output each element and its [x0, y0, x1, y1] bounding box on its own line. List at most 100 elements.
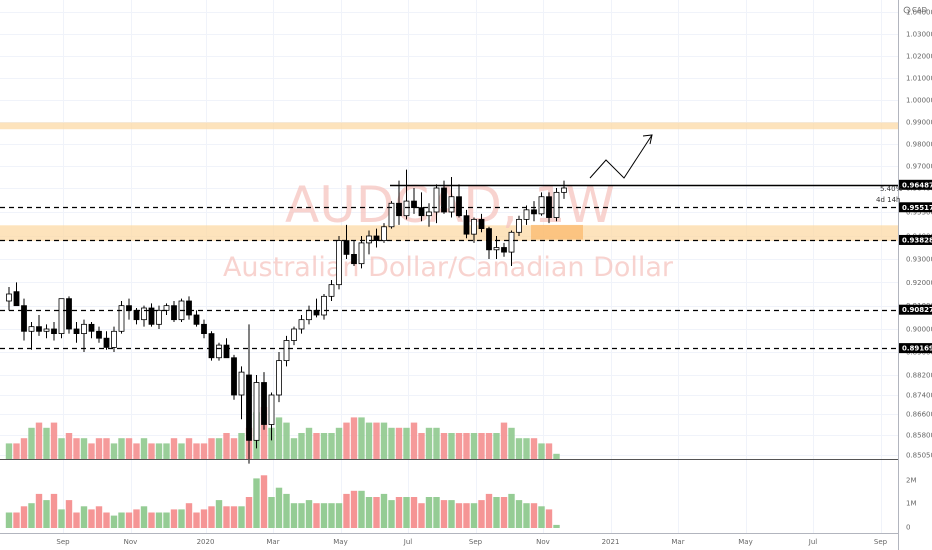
- candle-body: [298, 319, 305, 330]
- volume-bar: [28, 503, 35, 528]
- candle: [111, 326, 117, 352]
- volume-bar: [283, 493, 290, 528]
- price-tag-text: 0.95517: [902, 204, 932, 212]
- volume-bar: [425, 427, 433, 459]
- candle: [508, 230, 515, 266]
- candle-body: [426, 211, 432, 217]
- candle-body: [36, 326, 42, 332]
- candle: [516, 215, 522, 236]
- change-percent-label: 5.40%: [880, 185, 903, 193]
- volume-bar: [95, 506, 103, 528]
- candle: [351, 240, 357, 266]
- volume-bar: [208, 438, 215, 459]
- volume-bar: [118, 438, 125, 459]
- price-tag: 0.89169: [899, 343, 932, 354]
- volume-bar: [103, 512, 110, 528]
- candle: [373, 228, 380, 248]
- volume-bar: [515, 500, 523, 528]
- price-tick-label: 1.01000: [906, 75, 932, 83]
- volume-bar: [43, 500, 50, 528]
- volume-bar: [395, 497, 403, 528]
- candle-body: [411, 200, 417, 209]
- candle-body: [163, 305, 170, 311]
- volume-bar: [238, 433, 245, 459]
- volume-bar: [493, 497, 500, 528]
- volume-bar: [313, 433, 320, 459]
- time-axis[interactable]: Sep Nov 2020 Mar May Jul Sep Nov 2021 Mar May Jul Se…: [56, 538, 887, 546]
- price-tag-text: 0.96487: [902, 181, 932, 189]
- time-tick-label: Mar: [671, 538, 684, 546]
- volume-bar: [155, 512, 163, 528]
- candle-body: [373, 235, 380, 241]
- volume-bar: [425, 497, 433, 528]
- volume-bar: [88, 443, 95, 459]
- currency-label: CAD: [912, 6, 927, 14]
- candle-body: [388, 202, 395, 228]
- candle: [253, 375, 260, 449]
- price-tick-label: 1.03000: [906, 31, 932, 39]
- candle: [171, 301, 177, 322]
- volume-bar: [275, 487, 283, 528]
- candle: [388, 201, 395, 229]
- volume-bar: [140, 438, 148, 459]
- candle: [6, 287, 12, 311]
- volume-bar: [185, 503, 193, 528]
- volume-bar: [245, 497, 253, 528]
- volume-bar: [553, 453, 560, 459]
- volume-bar: [268, 497, 275, 528]
- candle-body: [133, 309, 140, 321]
- candle: [103, 331, 110, 350]
- chart-annotations: 5.40% 4d 14h: [876, 185, 903, 204]
- candle-body: [73, 328, 80, 334]
- candle: [141, 305, 147, 327]
- time-tick-label: Sep: [56, 538, 70, 546]
- projection-arrow: [589, 134, 653, 179]
- candle-body: [238, 371, 245, 396]
- candle: [486, 226, 492, 259]
- volume-bar: [448, 433, 455, 459]
- volume-bar: [43, 427, 50, 459]
- volume-bar: [283, 422, 290, 459]
- candle-body: [43, 328, 50, 332]
- volume-bar: [73, 512, 80, 528]
- volume-bar: [230, 438, 238, 459]
- volume-bar: [5, 443, 13, 459]
- candle-body: [193, 314, 200, 325]
- volume-bar: [133, 509, 140, 528]
- volume-bar: [230, 506, 238, 528]
- volume-bar: [515, 438, 523, 459]
- candle: [28, 322, 35, 350]
- candle-body: [103, 337, 110, 348]
- volume-bar: [545, 443, 553, 459]
- volume-bar: [448, 500, 455, 528]
- candle-body: [51, 328, 57, 334]
- price-axis-background: [898, 0, 932, 550]
- candle-body: [283, 340, 290, 362]
- volume-bar: [380, 493, 388, 528]
- volume-bar: [178, 443, 185, 459]
- volume-bar: [178, 509, 185, 528]
- candle-body: [441, 187, 447, 213]
- volume-bar: [118, 512, 125, 528]
- price-tag: 0.95517: [899, 202, 932, 213]
- currency-text: CAD: [912, 6, 927, 14]
- candle: [58, 298, 65, 339]
- volume-bar: [365, 497, 373, 528]
- volume-bar: [170, 438, 178, 459]
- volume-bar: [290, 503, 298, 528]
- volume-bar: [500, 497, 508, 528]
- candle-body: [553, 191, 560, 218]
- candle: [433, 184, 440, 224]
- resistance-support-zones: [0, 122, 898, 241]
- volume-bar: [5, 512, 13, 528]
- price-tag-bg: [899, 202, 932, 213]
- candle: [366, 230, 372, 255]
- candle: [21, 298, 27, 341]
- time-tick-label: Sep: [469, 538, 483, 546]
